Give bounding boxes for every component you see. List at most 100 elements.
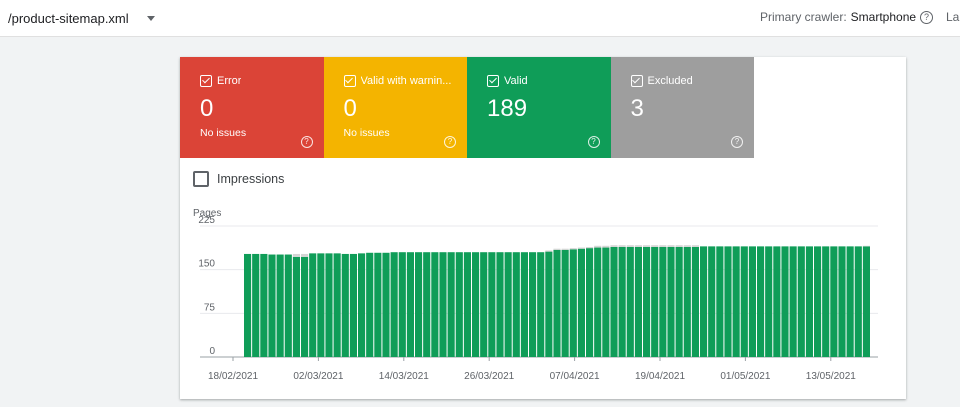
help-icon[interactable]: ? bbox=[300, 136, 313, 148]
bar-valid bbox=[463, 252, 471, 357]
truncated-header-text: La bbox=[946, 10, 960, 24]
impressions-toggle[interactable]: Impressions bbox=[193, 171, 284, 187]
tile-header: Valid with warnin... bbox=[343, 75, 451, 87]
bar-valid bbox=[838, 246, 846, 357]
bar-valid bbox=[301, 256, 309, 357]
bar-valid bbox=[520, 252, 528, 357]
bar-valid bbox=[618, 246, 626, 357]
bar-valid bbox=[716, 246, 724, 357]
bar-valid bbox=[415, 252, 423, 357]
sitemap-name: /product-sitemap.xml bbox=[8, 10, 129, 26]
checkbox-checked-icon[interactable] bbox=[630, 75, 643, 87]
chart-bars bbox=[244, 245, 870, 357]
bar-valid bbox=[447, 252, 455, 357]
bar-valid bbox=[382, 252, 390, 357]
bar-valid bbox=[292, 256, 300, 357]
bar-valid bbox=[553, 249, 561, 357]
x-tick-label: 14/03/2021 bbox=[379, 371, 429, 382]
y-axis-ticks: 0 75 150 225 bbox=[198, 215, 215, 357]
bar-valid bbox=[773, 246, 781, 357]
bar-valid bbox=[366, 252, 374, 357]
bar-excluded bbox=[626, 245, 634, 247]
tile-count: 189 bbox=[487, 95, 528, 122]
impressions-label: Impressions bbox=[217, 172, 285, 186]
bar-valid bbox=[398, 252, 406, 357]
x-tick-label: 01/05/2021 bbox=[720, 371, 770, 382]
bar-excluded bbox=[594, 245, 602, 248]
bar-valid bbox=[732, 246, 740, 357]
checkbox-checked-icon[interactable] bbox=[487, 75, 499, 87]
bar-valid bbox=[805, 246, 813, 357]
bar-excluded bbox=[862, 245, 870, 247]
tile-count: 3 bbox=[630, 95, 644, 122]
help-icon[interactable]: ? bbox=[444, 136, 456, 148]
tile-error[interactable]: Error 0 No issues ? bbox=[180, 57, 324, 158]
checkbox-checked-icon[interactable] bbox=[200, 75, 212, 87]
status-tiles: Error 0 No issues ? Valid with warnin...… bbox=[180, 57, 754, 158]
checkbox-checked-icon[interactable] bbox=[343, 75, 356, 87]
bar-valid bbox=[626, 246, 634, 357]
sitemap-dropdown[interactable]: /product-sitemap.xml bbox=[8, 6, 155, 30]
bar-valid bbox=[797, 246, 805, 357]
bar-valid bbox=[594, 247, 602, 357]
bar-valid bbox=[512, 252, 520, 357]
bar-valid bbox=[317, 253, 325, 357]
x-tick-label: 18/02/2021 bbox=[208, 371, 258, 382]
bar-valid bbox=[765, 246, 773, 357]
tile-subtext: No issues bbox=[343, 127, 390, 139]
tile-valid[interactable]: Valid 189 ? bbox=[467, 57, 611, 158]
bar-valid bbox=[757, 246, 765, 357]
bar-valid bbox=[244, 253, 252, 357]
crawler-label: Primary crawler: bbox=[760, 10, 847, 24]
bar-valid bbox=[545, 251, 553, 357]
bar-excluded bbox=[634, 245, 642, 247]
bar-excluded bbox=[569, 248, 577, 250]
bar-valid bbox=[700, 246, 708, 357]
x-tick-label: 13/05/2021 bbox=[806, 371, 856, 382]
bar-valid bbox=[504, 252, 512, 357]
bar-valid bbox=[374, 252, 382, 357]
bar-valid bbox=[781, 246, 789, 357]
bar-valid bbox=[602, 247, 610, 357]
x-tick-label: 02/03/2021 bbox=[293, 371, 343, 382]
bar-excluded bbox=[545, 250, 553, 252]
tile-header: Excluded bbox=[630, 75, 693, 87]
tile-label: Excluded bbox=[647, 75, 693, 87]
tile-valid-with-warnings[interactable]: Valid with warnin... 0 No issues ? bbox=[323, 57, 467, 158]
bar-valid bbox=[390, 252, 398, 357]
bar-valid bbox=[643, 246, 651, 357]
bar-excluded bbox=[577, 247, 585, 249]
bar-valid bbox=[431, 252, 439, 357]
bar-valid bbox=[268, 254, 276, 357]
bar-valid bbox=[651, 246, 659, 357]
tile-label: Valid bbox=[504, 75, 528, 87]
help-icon[interactable]: ? bbox=[920, 10, 934, 24]
tile-count: 0 bbox=[343, 95, 357, 122]
bar-excluded bbox=[667, 245, 675, 247]
y-tick-label: 0 bbox=[209, 346, 215, 357]
x-axis-ticks: 18/02/2021 02/03/2021 14/03/2021 26/03/2021… bbox=[208, 357, 856, 382]
chevron-down-icon[interactable] bbox=[146, 15, 155, 21]
bar-valid bbox=[569, 249, 577, 357]
tile-header: Valid bbox=[487, 75, 528, 87]
bar-excluded bbox=[618, 245, 626, 247]
help-icon[interactable]: ? bbox=[587, 136, 600, 148]
impressions-checkbox[interactable] bbox=[193, 171, 209, 187]
bar-valid bbox=[846, 246, 854, 357]
tile-subtext: No issues bbox=[200, 127, 247, 139]
bar-valid bbox=[529, 252, 537, 357]
bar-valid bbox=[610, 246, 618, 357]
bar-valid bbox=[862, 246, 870, 357]
tile-label: Error bbox=[217, 75, 242, 87]
bar-valid bbox=[439, 252, 447, 357]
bar-valid bbox=[586, 248, 594, 357]
tile-excluded[interactable]: Excluded 3 ? bbox=[610, 57, 754, 158]
bar-excluded bbox=[561, 248, 569, 250]
bar-excluded bbox=[292, 253, 300, 257]
y-axis-label: Pages bbox=[193, 208, 221, 219]
bar-valid bbox=[325, 253, 333, 357]
primary-crawler: Primary crawler: Smartphone ? bbox=[760, 5, 934, 29]
bar-valid bbox=[488, 252, 496, 357]
help-icon[interactable]: ? bbox=[731, 136, 743, 148]
bar-valid bbox=[691, 246, 699, 357]
